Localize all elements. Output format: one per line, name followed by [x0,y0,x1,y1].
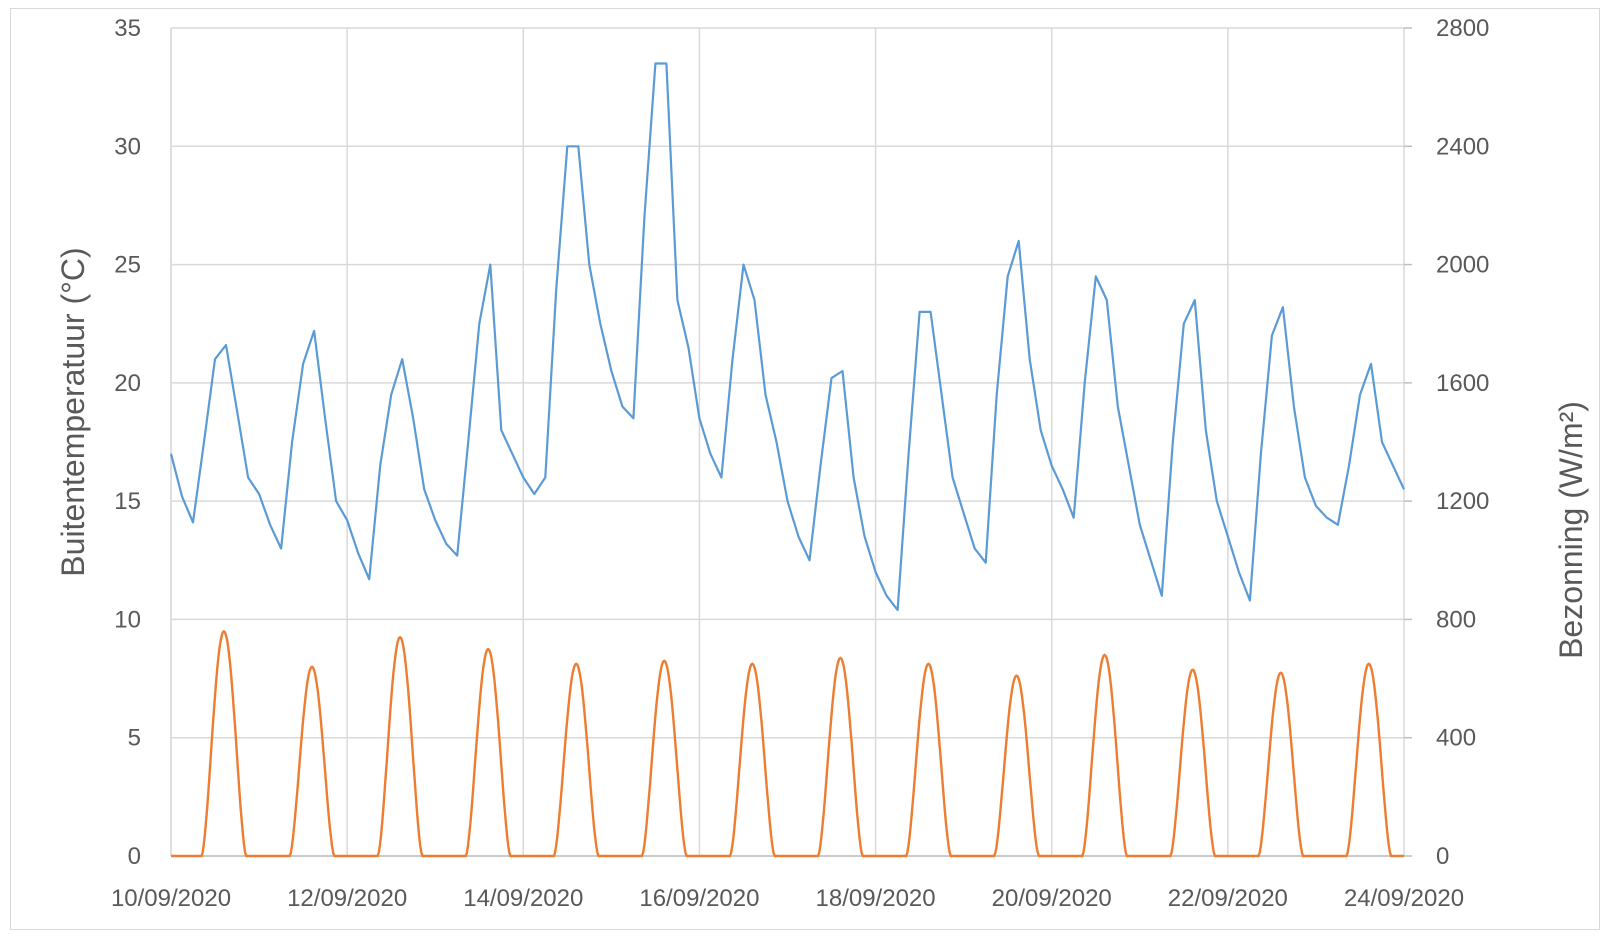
x-tick-label: 10/09/2020 [111,885,231,912]
y2-tick-label: 400 [1436,725,1476,752]
x-tick-label: 24/09/2020 [1344,885,1464,912]
y-tick-label: 20 [114,370,141,397]
x-tick-label: 12/09/2020 [287,885,407,912]
series-line-irradiance [171,630,1404,858]
x-tick-label: 20/09/2020 [992,885,1112,912]
y-axis-right: 0 400 800 1200 1600 2000 2400 2800 [1404,15,1489,870]
x-tick-label: 18/09/2020 [816,885,936,912]
y2-tick-label: 0 [1436,843,1449,870]
x-tick-label: 16/09/2020 [639,885,759,912]
y2-tick-label: 2000 [1436,252,1489,279]
x-axis: 10/09/2020 12/09/2020 14/09/2020 16/09/2020… [111,885,1464,912]
y2-tick-label: 800 [1436,606,1476,633]
y-tick-label: 5 [128,725,141,752]
y-axis-left: 0 5 10 15 20 25 30 35 [114,15,141,870]
y-tick-label: 25 [114,252,141,279]
y2-tick-label: 1200 [1436,488,1489,515]
y-tick-label: 30 [114,133,141,160]
chart-frame [10,8,1600,930]
y2-axis-title: Bezonning (W/m²) [1553,401,1589,659]
y-tick-label: 0 [128,843,141,870]
series-layer [169,62,1405,858]
y-tick-label: 15 [114,488,141,515]
y-tick-label: 10 [114,606,141,633]
series-line-temperature [169,62,1405,612]
x-tick-label: 14/09/2020 [463,885,583,912]
y-axis-title: Buitentemperatuur (°C) [55,247,91,576]
x-tick-label: 22/09/2020 [1168,885,1288,912]
grid [170,27,1405,857]
y-tick-label: 35 [114,15,141,42]
y2-tick-label: 2400 [1436,133,1489,160]
y2-tick-label: 1600 [1436,370,1489,397]
y2-tick-label: 2800 [1436,15,1489,42]
